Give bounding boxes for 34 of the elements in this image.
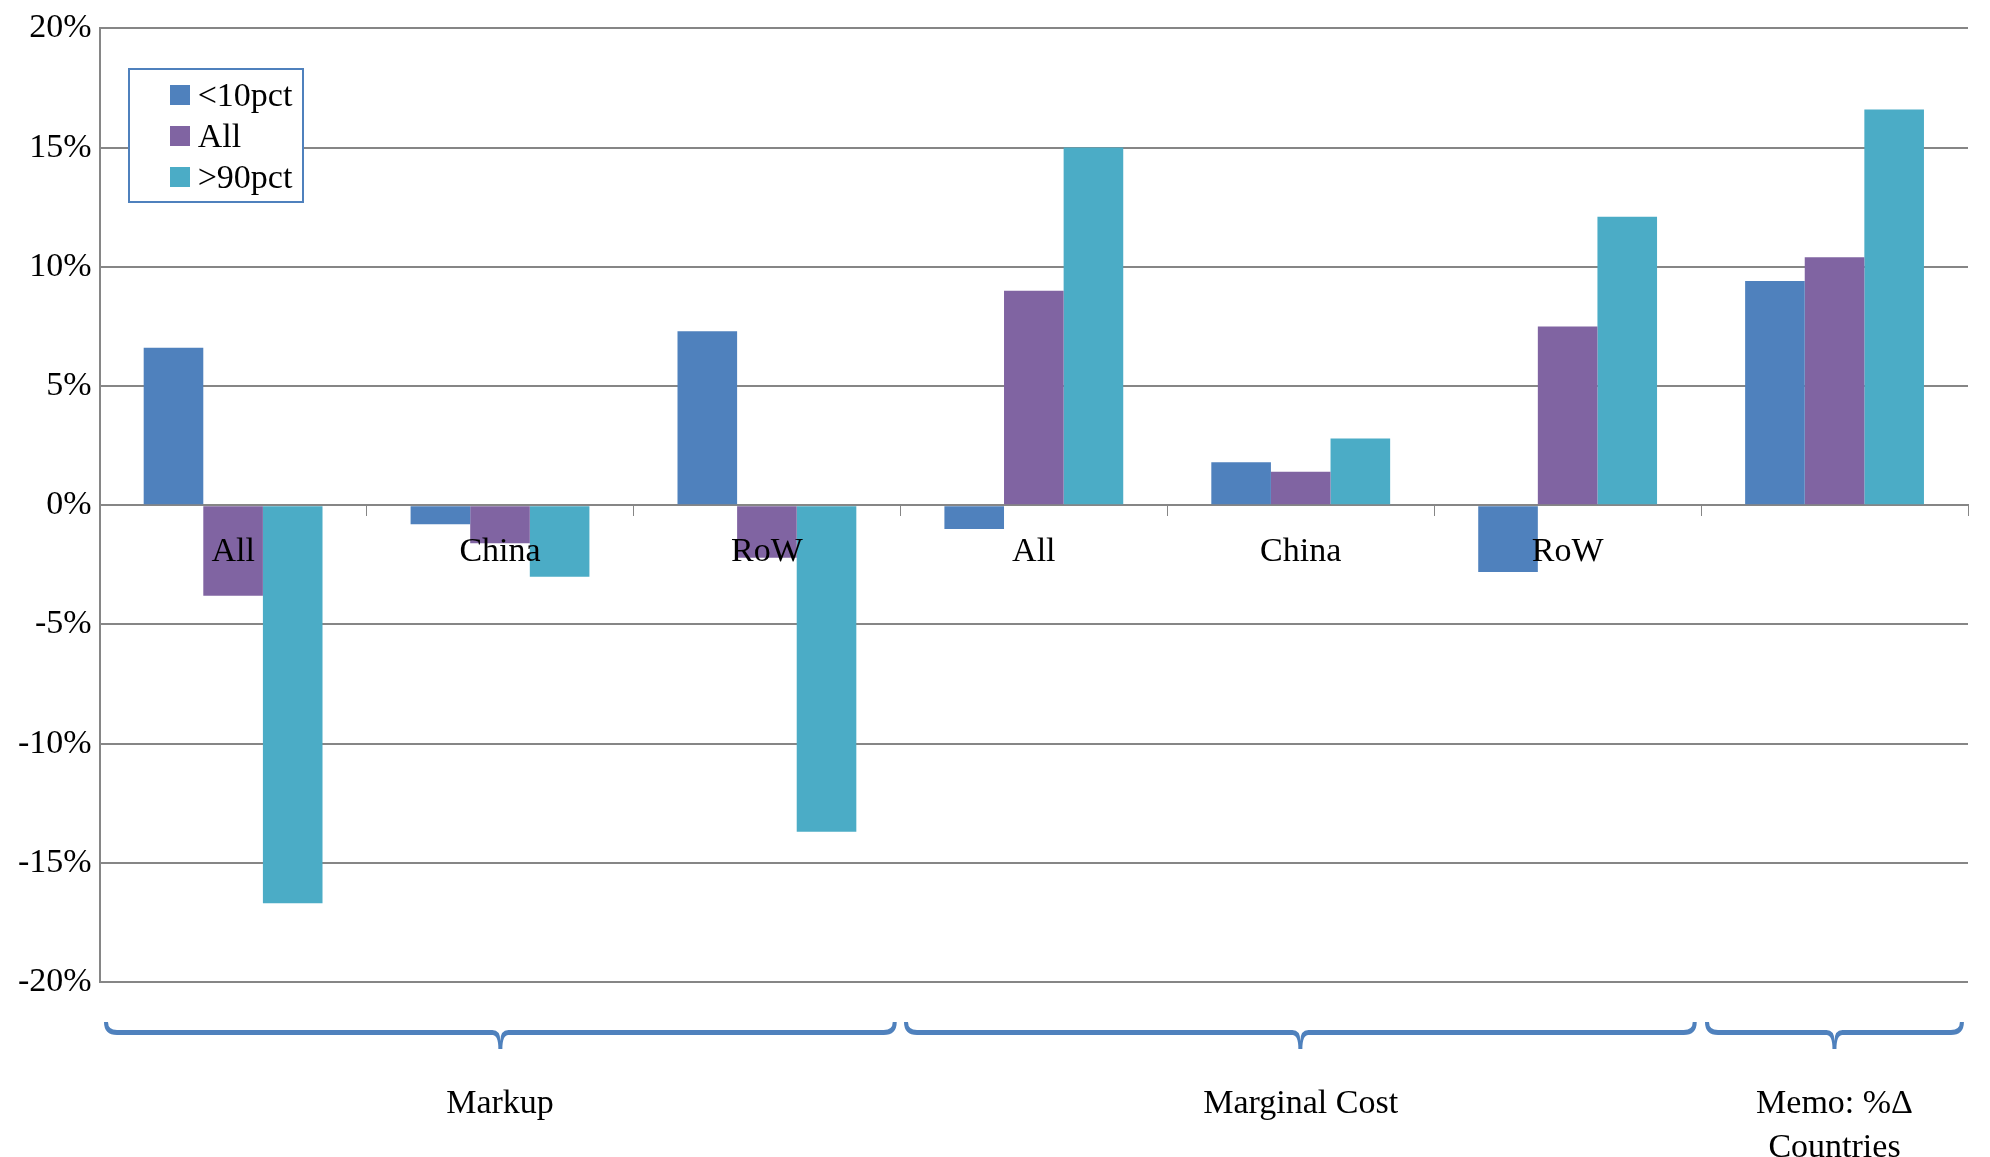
bar <box>1745 281 1805 505</box>
text: Markup <box>445 1082 555 1122</box>
text: Marginal Cost <box>1202 1082 1400 1122</box>
y-tick-label: 5% <box>46 364 92 402</box>
bar <box>1211 462 1271 505</box>
text: Memo: %Δ Countries <box>1755 1082 1914 1157</box>
bar <box>1864 109 1924 505</box>
legend-label: >90pct <box>197 157 293 198</box>
bar <box>410 506 471 525</box>
x-tick-label: All <box>1012 531 1056 569</box>
y-tick-label: 10% <box>29 245 92 283</box>
bar <box>143 347 204 505</box>
bar <box>1537 326 1598 505</box>
bar <box>677 331 738 505</box>
legend-label: All <box>197 116 242 157</box>
bar <box>1330 438 1391 505</box>
bar <box>1270 471 1331 505</box>
bar <box>203 506 263 596</box>
x-tick-label: China <box>1260 531 1342 569</box>
y-tick-label: -10% <box>17 722 92 760</box>
bar <box>1597 216 1658 505</box>
y-tick-label: 20% <box>29 7 92 45</box>
bar <box>944 506 1005 530</box>
legend-label: <10pct <box>197 75 293 116</box>
bar <box>262 506 323 904</box>
bar <box>1004 290 1064 505</box>
x-tick-label: All <box>211 531 255 569</box>
y-tick-label: -5% <box>34 603 92 641</box>
y-tick-label: -20% <box>17 960 92 998</box>
y-tick-label: 15% <box>29 126 92 164</box>
y-tick-label: -15% <box>17 841 92 879</box>
bar <box>1804 257 1865 505</box>
y-tick-label: 0% <box>46 484 92 522</box>
bar <box>1063 147 1124 505</box>
